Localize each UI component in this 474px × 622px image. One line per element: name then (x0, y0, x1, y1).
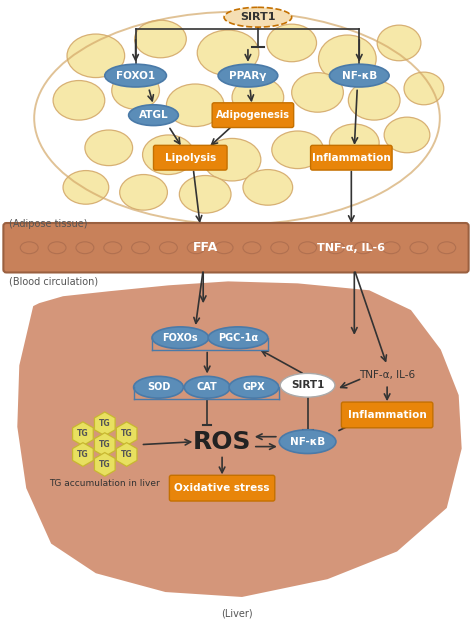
Ellipse shape (229, 376, 279, 398)
Ellipse shape (208, 327, 268, 349)
Ellipse shape (329, 124, 379, 162)
Ellipse shape (384, 117, 430, 153)
Ellipse shape (143, 135, 194, 175)
Text: CAT: CAT (197, 383, 218, 392)
Ellipse shape (224, 7, 292, 27)
Ellipse shape (53, 80, 105, 120)
Ellipse shape (184, 376, 230, 398)
Text: Lipolysis: Lipolysis (164, 153, 216, 163)
Ellipse shape (218, 64, 278, 87)
Text: ROS: ROS (193, 430, 251, 453)
Text: TG: TG (99, 460, 110, 469)
Text: TG: TG (99, 419, 110, 429)
Text: SOD: SOD (147, 383, 170, 392)
Text: FOXO1: FOXO1 (116, 70, 155, 81)
Ellipse shape (152, 327, 209, 349)
FancyBboxPatch shape (154, 146, 227, 170)
Ellipse shape (348, 80, 400, 120)
FancyBboxPatch shape (3, 223, 469, 272)
Text: Adipogenesis: Adipogenesis (216, 110, 290, 120)
Ellipse shape (128, 104, 178, 126)
Text: Inflammation: Inflammation (348, 410, 427, 420)
Text: TG: TG (77, 429, 89, 439)
Text: ATGL: ATGL (139, 110, 168, 120)
Text: TG: TG (77, 450, 89, 459)
Ellipse shape (134, 376, 183, 398)
Ellipse shape (120, 175, 167, 210)
Text: NF-κB: NF-κB (342, 70, 377, 81)
Text: (Blood circulation): (Blood circulation) (9, 276, 99, 287)
Text: SIRT1: SIRT1 (240, 12, 275, 22)
FancyBboxPatch shape (310, 146, 392, 170)
Text: PGC-1α: PGC-1α (218, 333, 258, 343)
Ellipse shape (292, 73, 343, 112)
FancyBboxPatch shape (212, 103, 294, 128)
Ellipse shape (319, 35, 376, 83)
Ellipse shape (85, 130, 133, 165)
Ellipse shape (404, 72, 444, 104)
Ellipse shape (67, 34, 125, 78)
Ellipse shape (243, 170, 292, 205)
Text: (Liver): (Liver) (221, 609, 253, 619)
Polygon shape (17, 281, 462, 597)
Text: GPX: GPX (243, 383, 265, 392)
Ellipse shape (280, 373, 335, 397)
Text: PPARγ: PPARγ (229, 70, 266, 81)
Text: Oxidative stress: Oxidative stress (174, 483, 270, 493)
Text: SIRT1: SIRT1 (291, 380, 324, 390)
Text: FOXOs: FOXOs (163, 333, 198, 343)
Ellipse shape (329, 64, 389, 87)
Ellipse shape (267, 24, 317, 62)
Text: TG: TG (121, 450, 132, 459)
Ellipse shape (105, 64, 166, 87)
Text: TNF-α, IL-6: TNF-α, IL-6 (317, 243, 385, 253)
Text: TG: TG (99, 440, 110, 449)
Ellipse shape (197, 30, 259, 76)
Ellipse shape (377, 25, 421, 61)
Ellipse shape (203, 139, 261, 181)
Ellipse shape (272, 131, 323, 169)
Text: FFA: FFA (192, 241, 218, 254)
Text: (Adipose tissue): (Adipose tissue) (9, 219, 88, 229)
Ellipse shape (179, 175, 231, 213)
Text: TG accumulation in liver: TG accumulation in liver (49, 479, 160, 488)
Text: Inflammation: Inflammation (312, 153, 391, 163)
Ellipse shape (63, 170, 109, 204)
FancyBboxPatch shape (169, 475, 275, 501)
Text: TNF-α, IL-6: TNF-α, IL-6 (359, 370, 415, 381)
FancyBboxPatch shape (341, 402, 433, 428)
Text: TG: TG (121, 429, 132, 439)
Text: NF-κB: NF-κB (290, 437, 325, 447)
Ellipse shape (135, 20, 186, 58)
Ellipse shape (112, 72, 159, 109)
Ellipse shape (279, 430, 336, 453)
Ellipse shape (166, 84, 224, 126)
Ellipse shape (232, 78, 284, 117)
